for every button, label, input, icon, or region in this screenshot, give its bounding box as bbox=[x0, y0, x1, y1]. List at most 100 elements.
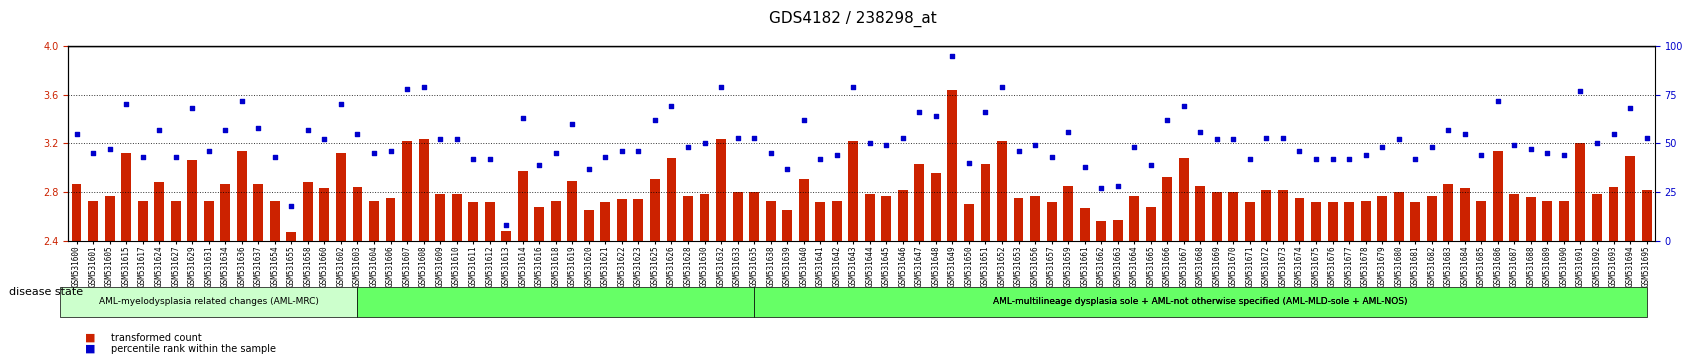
Bar bbox=[286, 232, 297, 241]
Point bbox=[822, 152, 849, 158]
Point bbox=[394, 86, 421, 92]
Bar bbox=[600, 202, 610, 241]
Bar bbox=[1376, 196, 1386, 241]
Point bbox=[1120, 144, 1147, 150]
Bar bbox=[1311, 202, 1320, 241]
Bar bbox=[781, 210, 791, 241]
Point bbox=[723, 135, 750, 140]
Text: disease state: disease state bbox=[9, 287, 82, 297]
Point bbox=[1071, 164, 1098, 170]
Bar bbox=[1161, 177, 1171, 241]
Point bbox=[1103, 183, 1130, 189]
Bar bbox=[402, 141, 413, 241]
Bar bbox=[1361, 201, 1369, 241]
Point bbox=[658, 104, 685, 109]
Text: GDS4182 / 238298_at: GDS4182 / 238298_at bbox=[769, 11, 936, 27]
Point bbox=[1466, 152, 1494, 158]
Point bbox=[609, 148, 636, 154]
Bar bbox=[467, 202, 477, 241]
Point bbox=[987, 84, 1014, 90]
Point bbox=[542, 150, 569, 156]
Point bbox=[130, 154, 157, 160]
Bar bbox=[1326, 202, 1337, 241]
Point bbox=[1550, 152, 1577, 158]
Bar bbox=[1425, 196, 1436, 241]
Bar bbox=[1608, 187, 1618, 241]
Bar bbox=[1277, 190, 1287, 241]
Point bbox=[310, 137, 338, 142]
Bar bbox=[766, 201, 776, 241]
Bar bbox=[104, 196, 114, 241]
Bar bbox=[368, 201, 379, 241]
Text: ■: ■ bbox=[85, 333, 95, 343]
Bar bbox=[1410, 202, 1419, 241]
Point bbox=[905, 109, 933, 115]
Bar bbox=[568, 181, 576, 241]
Bar bbox=[319, 188, 329, 241]
Point bbox=[558, 121, 585, 127]
Point bbox=[1301, 156, 1328, 162]
Point bbox=[575, 166, 602, 171]
Bar bbox=[203, 201, 213, 241]
Bar bbox=[931, 172, 941, 241]
Bar bbox=[617, 199, 626, 241]
Point bbox=[377, 148, 404, 154]
Bar bbox=[1178, 158, 1188, 241]
Point bbox=[1219, 137, 1246, 142]
Bar bbox=[798, 179, 808, 241]
Point bbox=[493, 222, 520, 228]
Bar bbox=[1558, 201, 1569, 241]
Bar bbox=[1393, 192, 1403, 241]
Bar bbox=[418, 138, 428, 241]
Point bbox=[839, 84, 866, 90]
Bar bbox=[881, 196, 890, 241]
Point bbox=[211, 127, 239, 132]
Bar bbox=[551, 201, 561, 241]
Bar bbox=[1625, 155, 1633, 241]
Point bbox=[955, 160, 982, 166]
Point bbox=[922, 113, 950, 119]
Point bbox=[1434, 127, 1461, 132]
Bar bbox=[501, 231, 512, 241]
Bar bbox=[897, 190, 907, 241]
Bar bbox=[864, 194, 875, 241]
Bar bbox=[188, 160, 198, 241]
Bar bbox=[252, 183, 263, 241]
Point bbox=[1451, 131, 1478, 136]
Point bbox=[757, 150, 784, 156]
Point bbox=[409, 84, 436, 90]
Bar bbox=[963, 204, 974, 241]
Bar bbox=[138, 201, 148, 241]
Bar bbox=[336, 153, 346, 241]
Bar bbox=[534, 207, 544, 241]
Point bbox=[772, 166, 800, 171]
Point bbox=[1137, 162, 1165, 167]
Point bbox=[1202, 137, 1229, 142]
Point bbox=[95, 146, 123, 152]
Bar bbox=[1459, 188, 1470, 241]
Bar bbox=[1575, 143, 1584, 241]
Bar bbox=[682, 196, 692, 241]
Point bbox=[261, 154, 288, 160]
Point bbox=[179, 105, 206, 111]
Bar bbox=[1509, 194, 1519, 241]
Point bbox=[508, 115, 535, 121]
Point bbox=[1251, 135, 1279, 140]
Point bbox=[1021, 142, 1049, 148]
Point bbox=[1054, 129, 1081, 135]
Point bbox=[1483, 98, 1511, 103]
Bar bbox=[1524, 197, 1534, 241]
Point bbox=[525, 162, 552, 167]
Point bbox=[789, 117, 817, 123]
Bar bbox=[72, 183, 82, 241]
Bar bbox=[353, 187, 361, 241]
Bar bbox=[914, 164, 924, 241]
Point bbox=[162, 154, 189, 160]
Text: percentile rank within the sample: percentile rank within the sample bbox=[111, 344, 276, 354]
Point bbox=[673, 144, 701, 150]
Bar bbox=[1129, 196, 1139, 241]
Bar bbox=[847, 141, 858, 241]
Point bbox=[708, 84, 735, 90]
Point bbox=[1615, 105, 1642, 111]
Point bbox=[873, 142, 900, 148]
